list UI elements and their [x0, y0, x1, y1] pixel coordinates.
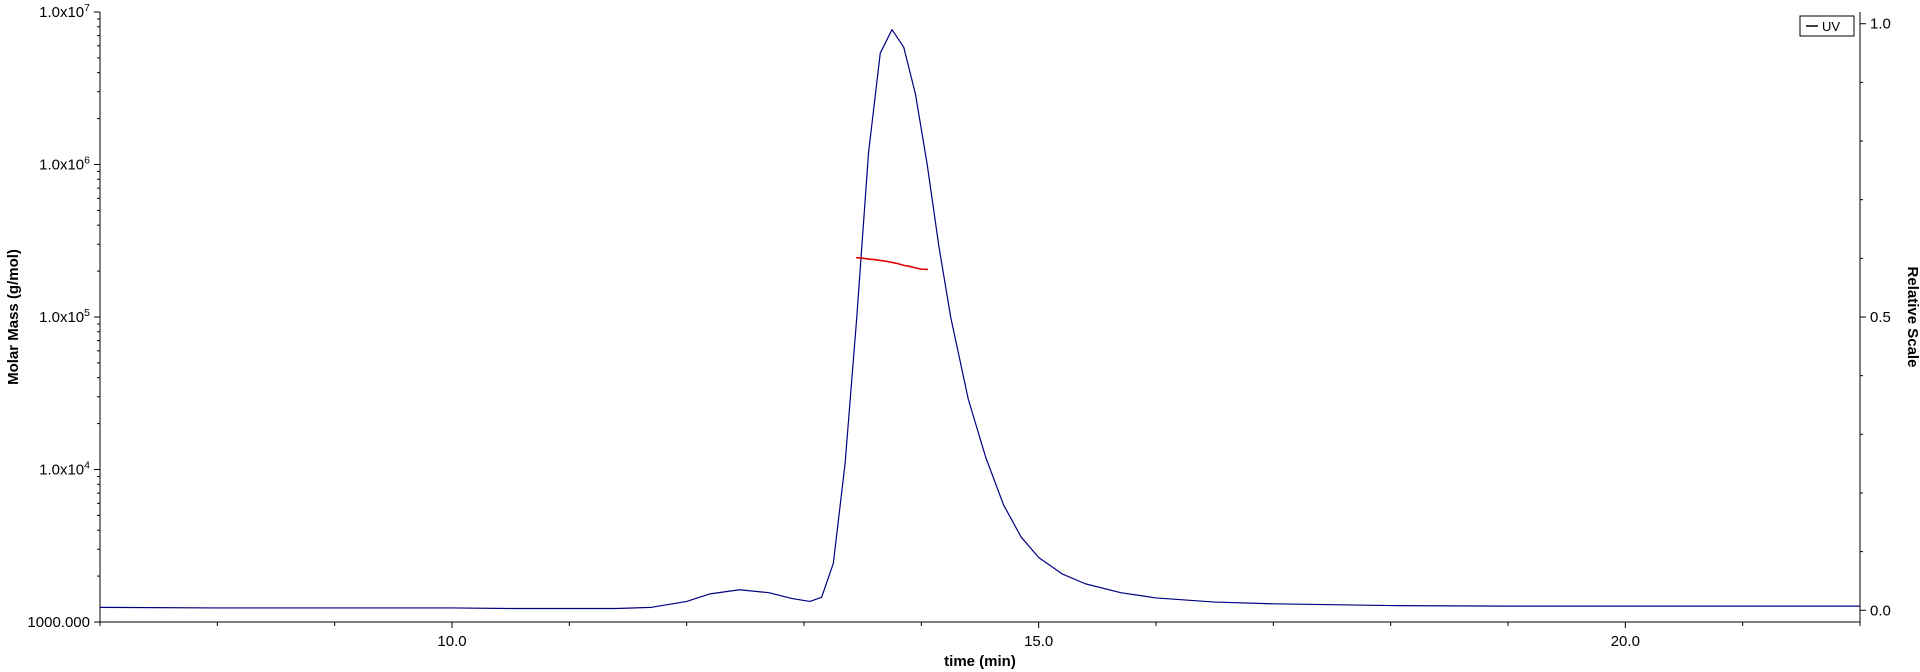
y-left-tick-label: 1.0x104: [39, 460, 90, 479]
y-left-tick-label: 1.0x106: [39, 155, 90, 174]
y-left-axis-label: Molar Mass (g/mol): [5, 249, 22, 385]
y-right-axis-label: Relative Scale: [1904, 267, 1920, 368]
molar-mass-trace: [857, 258, 927, 270]
x-tick-label: 15.0: [1024, 633, 1053, 650]
chart-svg: 10.0 15.0 20.0 time (min) 1000.000 1.0x104 1.0…: [0, 0, 1920, 672]
y-left-tick-label: 1.0x107: [39, 2, 90, 21]
uv-trace: [100, 30, 1860, 609]
chromatogram-chart: 10.0 15.0 20.0 time (min) 1000.000 1.0x104 1.0…: [0, 0, 1920, 672]
y-left-tick-label: 1000.000: [27, 614, 90, 631]
y-right-tick-label: 0.5: [1870, 309, 1891, 326]
y-left-tick-label: 1.0x105: [39, 307, 90, 326]
y-right-tick-label: 1.0: [1870, 16, 1891, 33]
legend-label: UV: [1822, 19, 1840, 34]
y-right-tick-label: 0.0: [1870, 602, 1891, 619]
x-axis-label: time (min): [944, 653, 1016, 670]
x-tick-label: 20.0: [1611, 633, 1640, 650]
x-tick-label: 10.0: [437, 633, 466, 650]
